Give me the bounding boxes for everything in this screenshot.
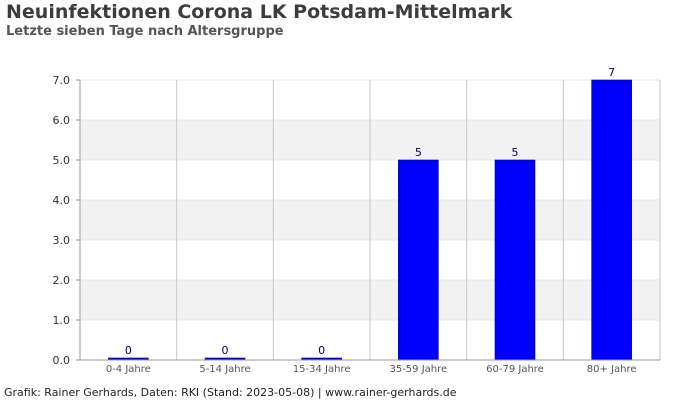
bar-value-label: 0 [318,344,325,357]
x-tick-label: 80+ Jahre [587,364,637,375]
y-tick-label: 1.0 [53,314,71,327]
chart-subtitle: Letzte sieben Tage nach Altersgruppe [6,24,284,39]
bar-value-label: 5 [415,146,422,159]
x-tick-label: 5-14 Jahre [199,364,250,375]
bar-value-label: 0 [125,344,132,357]
x-tick-label: 35-59 Jahre [389,364,447,375]
bar-value-label: 0 [222,344,229,357]
bar [494,159,536,361]
chart-title: Neuinfektionen Corona LK Potsdam-Mittelm… [6,1,513,23]
y-tick-label: 4.0 [53,194,71,207]
x-tick-label: 0-4 Jahre [106,364,151,375]
y-tick-label: 6.0 [53,114,71,127]
x-tick-label: 15-34 Jahre [293,364,351,375]
bar-value-label: 5 [512,146,519,159]
y-tick-label: 5.0 [53,154,71,167]
y-tick-label: 7.0 [53,74,71,87]
y-tick-label: 3.0 [53,234,71,247]
bar [398,159,439,361]
y-tick-label: 2.0 [53,274,71,287]
source-credit: Grafik: Rainer Gerhards, Daten: RKI (Sta… [4,386,457,399]
bar [591,79,632,361]
x-tick-label: 60-79 Jahre [486,364,544,375]
bar-value-label: 7 [608,66,615,79]
y-tick-label: 0.0 [53,354,71,367]
